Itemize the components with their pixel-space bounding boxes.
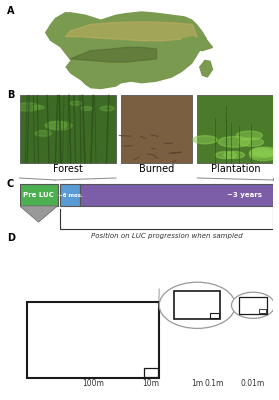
Bar (239, 297, 267, 314)
Circle shape (215, 152, 236, 159)
Text: 10m: 10m (142, 380, 159, 388)
Polygon shape (200, 60, 213, 77)
Text: Burned: Burned (139, 164, 174, 174)
Circle shape (236, 131, 263, 140)
Circle shape (250, 151, 277, 161)
Text: C: C (7, 179, 14, 189)
Circle shape (33, 106, 44, 109)
Bar (121, 96, 192, 162)
Text: Forest: Forest (53, 164, 83, 174)
Circle shape (239, 138, 264, 146)
Circle shape (45, 122, 67, 129)
Bar (80, 184, 273, 206)
Circle shape (100, 106, 114, 111)
Circle shape (81, 106, 92, 110)
Circle shape (249, 149, 275, 158)
Circle shape (15, 103, 40, 111)
Text: 0.01m: 0.01m (241, 380, 265, 388)
Polygon shape (65, 22, 197, 41)
Bar (259, 309, 266, 313)
Polygon shape (20, 206, 58, 222)
Circle shape (232, 292, 275, 318)
Bar (20, 96, 116, 162)
Circle shape (252, 147, 278, 156)
Text: Position on LUC progression when sampled: Position on LUC progression when sampled (91, 233, 243, 239)
Circle shape (250, 148, 274, 156)
Circle shape (218, 136, 250, 147)
Text: 0.1m: 0.1m (205, 380, 224, 388)
Circle shape (45, 121, 72, 130)
Text: 100m: 100m (82, 380, 104, 388)
Bar (210, 313, 219, 318)
Circle shape (193, 136, 217, 144)
Bar (174, 292, 220, 319)
Text: 1m: 1m (191, 380, 203, 388)
Bar (144, 368, 158, 377)
Circle shape (224, 152, 244, 158)
Text: B: B (7, 90, 14, 100)
Bar (27, 302, 159, 378)
Circle shape (35, 131, 51, 136)
Bar (20, 184, 58, 206)
Polygon shape (45, 11, 207, 89)
Bar (197, 96, 273, 162)
Text: Pre LUC: Pre LUC (23, 192, 54, 198)
Text: D: D (7, 233, 15, 243)
Polygon shape (70, 47, 157, 62)
Bar (60, 184, 80, 206)
Text: ~6 mos.: ~6 mos. (58, 193, 83, 198)
Circle shape (159, 282, 235, 328)
Text: Plantation: Plantation (211, 164, 260, 174)
Circle shape (70, 101, 82, 105)
Text: ~3 years: ~3 years (227, 192, 262, 198)
Polygon shape (182, 37, 213, 51)
Text: A: A (7, 6, 14, 16)
